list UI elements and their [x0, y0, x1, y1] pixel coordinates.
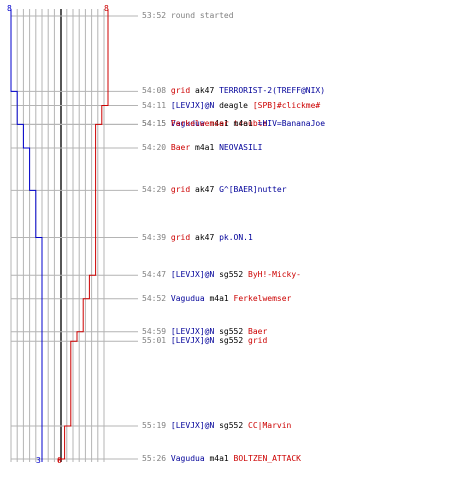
team-b-count-start: 8 [104, 4, 109, 13]
event-row: 54:47 [LEVJX]@N sg552 ByH!-Micky- [142, 270, 301, 280]
event-text-part: Vagudua [170, 119, 205, 129]
event-text-part: Ferkelwemser [170, 119, 229, 129]
team-a-count-start: 8 [7, 4, 12, 13]
event-text-part: sg552 [214, 270, 248, 280]
event-row: 54:52 Vagudua m4a1 Ferkelwemser [142, 294, 291, 304]
event-text-part: deagle [214, 100, 253, 110]
event-time: 54:15 [142, 119, 167, 129]
event-text-part: [LEVJX]@N [170, 421, 215, 430]
event-time: 54:59 [142, 326, 167, 336]
event-row: 55:19 [LEVJX]@N sg552 CC|Marvin [142, 421, 291, 431]
event-row: 54:15 Vagudua m4a1 trouble [142, 119, 267, 129]
event-text-part: pk.ON.1 [219, 232, 253, 242]
event-row: 54:39 grid ak47 pk.ON.1 [142, 233, 253, 243]
event-text-part: [LEVJX]@N [170, 100, 215, 110]
event-text-part: grid [170, 86, 191, 96]
event-text-part: Vagudua [170, 293, 205, 303]
event-row: 54:15 Ferkelwemser m4a1 =HIV=BananaJoe [142, 119, 325, 129]
event-time: 54:11 [142, 100, 167, 110]
event-row: 54:08 grid ak47 TERRORIST-2(TREFF@NIX) [142, 86, 325, 96]
event-text-part: sg552 [214, 421, 248, 430]
event-text-part: m4a1 [228, 119, 258, 129]
event-text-part: [LEVJX]@N [170, 270, 215, 280]
event-text-part: sg552 [214, 326, 248, 336]
team-a-count-end: 3 [36, 456, 41, 465]
event-text-part: grid [170, 232, 191, 242]
event-text-part: =HIV=BananaJoe [257, 119, 326, 129]
event-time: 53:52 [142, 11, 167, 20]
event-time: 54:15 [142, 119, 167, 129]
event-text-part: Vagudua [170, 454, 205, 463]
event-text-part: BOLTZEN_ATTACK [233, 454, 301, 463]
event-row: 54:20 Baer m4a1 NEOVASILI [142, 143, 262, 153]
event-text-part: ak47 [190, 86, 220, 96]
event-text-part: [SPB]#clickme# [252, 100, 321, 110]
team-a-alive-line [10, 9, 43, 462]
event-time: 55:01 [142, 336, 167, 346]
team-b-count-end: 0 [57, 456, 62, 465]
event-text-part: sg552 [214, 336, 248, 346]
event-text-part: m4a1 [204, 119, 234, 129]
event-time: 54:39 [142, 232, 167, 242]
event-text-part: trouble [233, 119, 268, 129]
event-row: 53:52 round started [142, 11, 234, 21]
event-time: 54:20 [142, 143, 167, 152]
event-text-part: [LEVJX]@N [170, 326, 215, 336]
event-row: 54:59 [LEVJX]@N sg552 Baer [142, 327, 267, 337]
event-text-part: grid [248, 336, 268, 346]
event-text-part: m4a1 [204, 293, 234, 303]
event-text-part: NEOVASILI [219, 143, 263, 152]
event-text-part: Ferkelwemser [233, 293, 292, 303]
event-time: 54:29 [142, 185, 167, 195]
team-b-alive-line [57, 9, 109, 462]
event-text-part: round started [170, 11, 234, 20]
event-text-part: CC|Marvin [248, 421, 292, 430]
event-text-part: ByH!-Micky- [248, 270, 301, 280]
event-row: 54:11 [LEVJX]@N deagle [SPB]#clickme# [142, 101, 320, 111]
event-row: 55:01 [LEVJX]@N sg552 grid [142, 336, 267, 346]
event-text-part: [LEVJX]@N [170, 336, 215, 346]
event-text-part: ak47 [190, 185, 220, 195]
event-time: 54:52 [142, 293, 167, 303]
event-row: 54:29 grid ak47 G^[BAER]nutter [142, 185, 287, 195]
event-text-part: Baer [248, 326, 268, 336]
event-text-part: m4a1 [190, 143, 220, 152]
event-text-part: Baer [170, 143, 191, 152]
event-text-part: ak47 [190, 232, 220, 242]
event-row: 55:26 Vagudua m4a1 BOLTZEN_ATTACK [142, 454, 301, 464]
event-time: 55:19 [142, 421, 167, 430]
event-time: 54:08 [142, 86, 167, 96]
event-time: 55:26 [142, 454, 167, 463]
event-text-part: grid [170, 185, 191, 195]
event-time: 54:47 [142, 270, 167, 280]
event-text-part: TERRORIST-2(TREFF@NIX) [219, 86, 326, 96]
event-text-part: G^[BAER]nutter [219, 185, 287, 195]
event-text-part: m4a1 [204, 454, 234, 463]
